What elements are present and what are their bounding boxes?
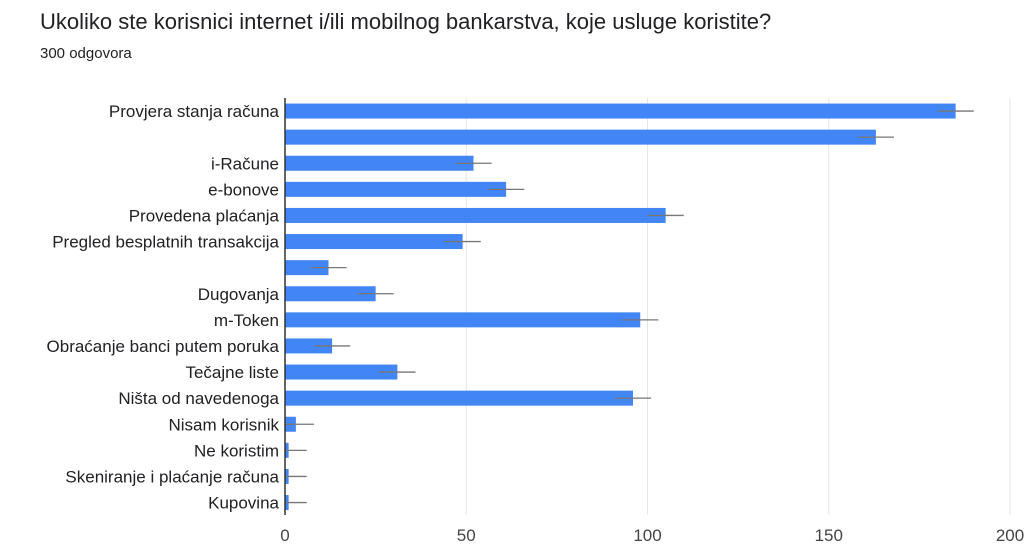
category-label: Tečajne liste <box>185 363 279 382</box>
x-tick-label: 150 <box>815 526 843 545</box>
category-label: Nisam korisnik <box>168 415 279 434</box>
bar <box>285 390 633 406</box>
bar <box>285 260 329 276</box>
bar <box>285 234 463 250</box>
category-label: Kupovina <box>208 494 279 513</box>
bar <box>285 207 666 223</box>
category-label: i-Račune <box>211 154 279 173</box>
bar <box>285 364 398 380</box>
category-label: Obraćanje banci putem poruka <box>47 337 280 356</box>
x-tick-label: 0 <box>280 526 289 545</box>
x-tick-label: 100 <box>633 526 661 545</box>
x-tick-label: 50 <box>457 526 476 545</box>
chart-title: Ukoliko ste korisnici internet i/ili mob… <box>40 9 772 34</box>
response-count: 300 odgovora <box>40 45 132 62</box>
category-label: m-Token <box>214 311 279 330</box>
bar <box>285 129 876 145</box>
category-label: Skeniranje i plaćanje računa <box>65 467 279 486</box>
category-label: e-bonove <box>208 180 279 199</box>
category-label: Provjera stanja računa <box>109 102 280 121</box>
bar <box>285 155 474 171</box>
bar <box>285 338 333 354</box>
x-tick-label: 200 <box>996 526 1024 545</box>
category-label: Ništa od navedenoga <box>118 389 279 408</box>
category-label: Pregled besplatnih transakcija <box>52 233 279 252</box>
category-label: Provedena plaćanja <box>129 206 280 225</box>
bar <box>285 312 641 328</box>
bar <box>285 181 507 197</box>
category-label: Ne koristim <box>194 441 279 460</box>
bar <box>285 286 376 302</box>
bar <box>285 103 956 119</box>
category-label: Dugovanja <box>198 285 280 304</box>
